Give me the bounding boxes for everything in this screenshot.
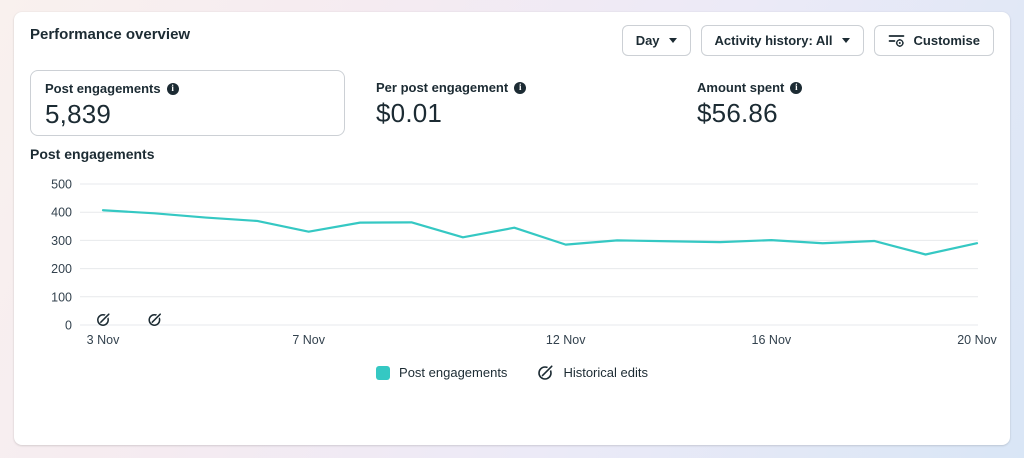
metric-value: 5,839 — [45, 99, 112, 129]
customise-button[interactable]: Customise — [873, 25, 994, 56]
activity-history-label: Activity history: All — [714, 33, 833, 48]
chevron-down-icon — [668, 38, 677, 43]
page-title: Performance overview — [30, 26, 191, 43]
historical-edit-icon — [538, 364, 554, 380]
svg-text:500: 500 — [51, 178, 72, 192]
metric-label: Post engagements — [45, 81, 161, 96]
chart-title: Post engagements — [30, 146, 155, 162]
metric-value: $56.86 — [697, 98, 778, 128]
metric-value: $0.01 — [376, 98, 443, 128]
svg-text:20 Nov: 20 Nov — [957, 333, 997, 347]
activity-history-dropdown[interactable]: Activity history: All — [700, 25, 864, 56]
customise-sliders-gear-icon — [888, 32, 905, 49]
svg-text:7 Nov: 7 Nov — [292, 333, 325, 347]
metric-card-per-post-engagement[interactable]: Per post engagement i $0.01 — [362, 70, 540, 139]
info-icon[interactable]: i — [514, 81, 527, 94]
svg-text:3 Nov: 3 Nov — [87, 333, 120, 347]
svg-text:12 Nov: 12 Nov — [546, 333, 586, 347]
svg-text:300: 300 — [51, 234, 72, 248]
svg-text:200: 200 — [51, 262, 72, 276]
legend-label: Historical edits — [563, 365, 648, 380]
svg-text:400: 400 — [51, 206, 72, 220]
metric-label: Amount spent — [697, 80, 785, 95]
info-icon[interactable]: i — [790, 81, 803, 94]
metric-card-post-engagements[interactable]: Post engagements i 5,839 — [30, 70, 345, 136]
legend-item-historical-edits: Historical edits — [537, 364, 648, 381]
post-engagements-swatch-icon — [376, 365, 391, 380]
metric-label: Per post engagement — [376, 80, 509, 95]
svg-text:0: 0 — [65, 319, 72, 333]
metric-card-amount-spent[interactable]: Amount spent i $56.86 — [683, 70, 816, 139]
legend-label: Post engagements — [399, 365, 508, 380]
svg-text:16 Nov: 16 Nov — [752, 333, 792, 347]
engagement-chart-svg: 0 100 200 300 400 500 3 Nov 7 Nov 12 Nov 16 Nov 20… — [51, 178, 997, 348]
metrics-row: Post engagements i 5,839 Per post engage… — [30, 70, 994, 136]
performance-overview-card: Performance overview Day Activity histor… — [14, 12, 1010, 445]
legend-item-post-engagements: Post engagements — [376, 365, 507, 380]
chart-legend: Post engagements Historical edits — [14, 364, 1010, 381]
info-icon[interactable]: i — [166, 82, 179, 95]
chevron-down-icon — [841, 38, 850, 43]
day-dropdown[interactable]: Day — [621, 25, 691, 56]
day-dropdown-label: Day — [635, 33, 660, 48]
customise-button-label: Customise — [913, 33, 980, 48]
header-controls: Day Activity history: All — [621, 25, 994, 56]
svg-text:100: 100 — [51, 290, 72, 304]
engagement-line-chart[interactable]: 0 100 200 300 400 500 3 Nov 7 Nov 12 Nov 16 Nov 20… — [30, 170, 1010, 360]
